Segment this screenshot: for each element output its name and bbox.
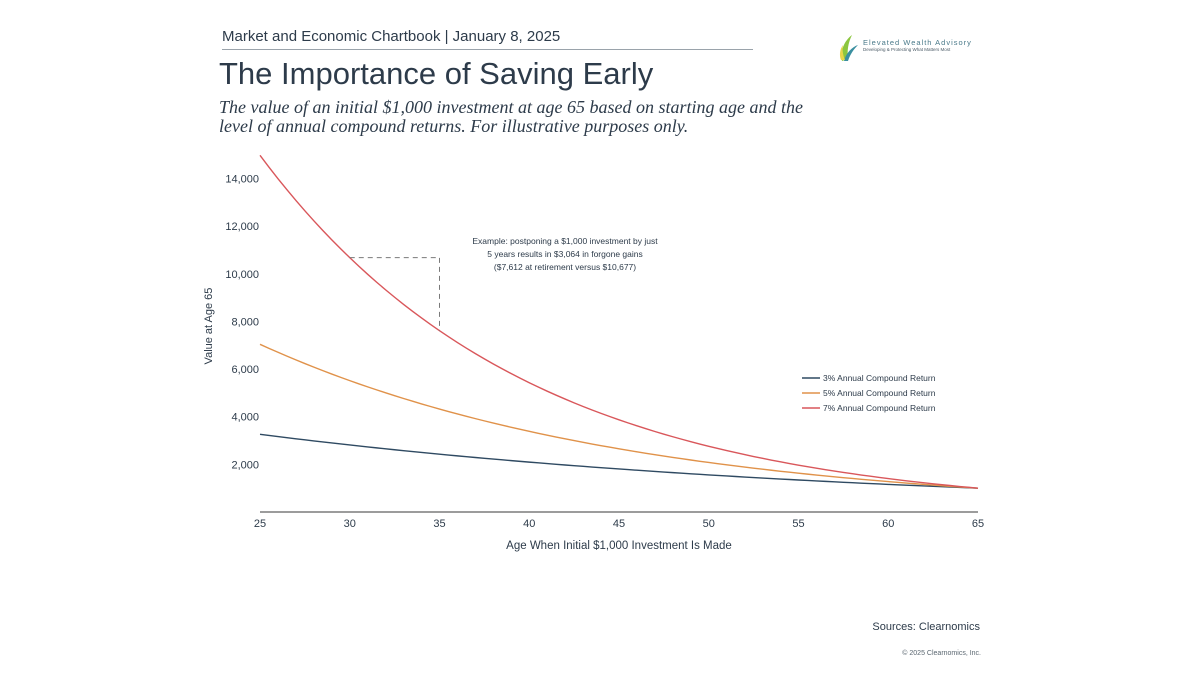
legend-label: 3% Annual Compound Return	[823, 373, 936, 383]
y-tick-label: 10,000	[225, 269, 259, 281]
y-tick-label: 12,000	[225, 221, 259, 233]
page-title: The Importance of Saving Early	[219, 56, 654, 91]
x-tick-label: 65	[972, 518, 984, 530]
y-tick-label: 2,000	[231, 459, 259, 471]
legend-label: 5% Annual Compound Return	[823, 388, 936, 398]
logo-name: Elevated Wealth Advisory	[863, 38, 972, 47]
chartbook-header: Market and Economic Chartbook | January …	[222, 28, 561, 45]
series-line-2	[259, 343, 979, 489]
x-tick-label: 25	[254, 518, 266, 530]
x-tick-label: 45	[613, 518, 625, 530]
company-logo: Elevated Wealth Advisory Developing & Pr…	[838, 33, 978, 63]
subtitle-line-2: level of annual compound returns. For il…	[219, 116, 689, 136]
x-tick-label: 55	[792, 518, 804, 530]
x-axis-label: Age When Initial $1,000 Investment Is Ma…	[506, 540, 732, 552]
x-tick-label: 30	[344, 518, 356, 530]
logo-tagline: Developing & Protecting What Matters Mos…	[863, 47, 951, 52]
x-tick-label: 35	[433, 518, 445, 530]
x-tick-label: 60	[882, 518, 894, 530]
x-tick-label: 50	[703, 518, 715, 530]
annotation-bracket	[349, 257, 440, 331]
page-subtitle: The value of an initial $1,000 investmen…	[219, 98, 819, 136]
annotation-text-line: Example: postponing a $1,000 investment …	[472, 236, 658, 246]
annotation-text-line: ($7,612 at retirement versus $10,677)	[494, 262, 636, 272]
y-tick-label: 6,000	[231, 364, 259, 376]
x-tick-label: 40	[523, 518, 535, 530]
subtitle-line-1: The value of an initial $1,000 investmen…	[219, 97, 803, 117]
copyright-note: © 2025 Clearnomics, Inc.	[902, 650, 981, 657]
annotation-text-line: 5 years results in $3,064 in forgone gai…	[487, 249, 642, 259]
y-tick-label: 14,000	[225, 174, 259, 186]
header-divider	[222, 49, 753, 50]
y-tick-label: 4,000	[231, 412, 259, 424]
series-line-1	[259, 433, 979, 489]
y-tick-label: 8,000	[231, 316, 259, 328]
leaf-logo-icon	[839, 35, 858, 61]
legend-label: 7% Annual Compound Return	[823, 403, 936, 413]
sources-note: Sources: Clearnomics	[872, 621, 980, 633]
series-line-3	[259, 154, 979, 489]
y-axis-label: Value at Age 65	[203, 288, 215, 365]
